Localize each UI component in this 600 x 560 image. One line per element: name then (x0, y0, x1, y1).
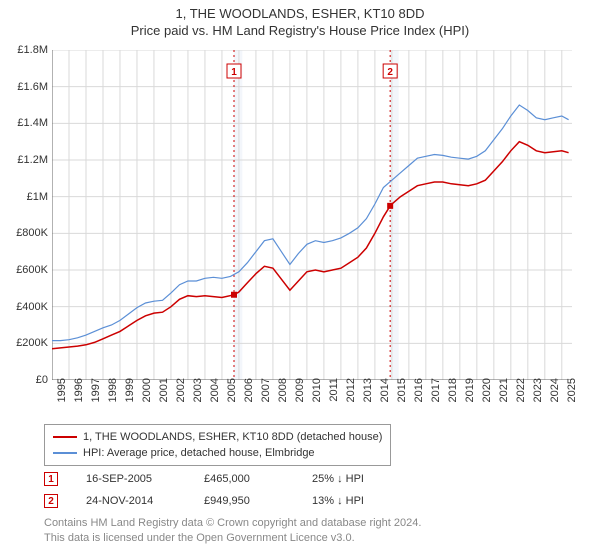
legend-entry: HPI: Average price, detached house, Elmb… (53, 445, 382, 461)
x-tick-label: 2023 (532, 378, 544, 418)
y-tick-label: £1.2M (2, 154, 48, 166)
x-tick-label: 1996 (73, 378, 85, 418)
chart-title-subtitle: Price paid vs. HM Land Registry's House … (0, 21, 600, 38)
legend: 1, THE WOODLANDS, ESHER, KT10 8DD (detac… (44, 424, 391, 466)
y-tick-label: £600K (2, 264, 48, 276)
chart-container: 1, THE WOODLANDS, ESHER, KT10 8DD Price … (0, 0, 600, 560)
x-tick-label: 1997 (90, 378, 102, 418)
x-tick-label: 2001 (158, 378, 170, 418)
y-tick-label: £400K (2, 301, 48, 313)
x-tick-label: 2019 (464, 378, 476, 418)
sale-price: £949,950 (204, 495, 284, 507)
legend-entry: 1, THE WOODLANDS, ESHER, KT10 8DD (detac… (53, 429, 382, 445)
x-tick-label: 2002 (175, 378, 187, 418)
x-tick-label: 2021 (498, 378, 510, 418)
attribution-line: Contains HM Land Registry data © Crown c… (44, 516, 421, 531)
x-tick-label: 2006 (243, 378, 255, 418)
x-tick-label: 2016 (413, 378, 425, 418)
x-tick-label: 2005 (226, 378, 238, 418)
sale-marker-icon: 1 (44, 472, 58, 486)
sale-date: 24-NOV-2014 (86, 495, 176, 507)
x-tick-label: 2012 (345, 378, 357, 418)
y-tick-label: £800K (2, 227, 48, 239)
sale-delta: 25% ↓ HPI (312, 473, 402, 485)
y-tick-label: £200K (2, 337, 48, 349)
x-tick-label: 2015 (396, 378, 408, 418)
x-tick-label: 2009 (294, 378, 306, 418)
x-tick-label: 2011 (328, 378, 340, 418)
legend-swatch (53, 452, 77, 454)
x-tick-label: 2013 (362, 378, 374, 418)
sale-delta: 13% ↓ HPI (312, 495, 402, 507)
attribution: Contains HM Land Registry data © Crown c… (44, 516, 421, 546)
y-tick-label: £1.6M (2, 81, 48, 93)
x-tick-label: 1995 (56, 378, 68, 418)
legend-swatch (53, 436, 77, 438)
x-tick-label: 2003 (192, 378, 204, 418)
x-tick-label: 2007 (260, 378, 272, 418)
y-tick-label: £1.4M (2, 117, 48, 129)
x-tick-label: 2025 (566, 378, 578, 418)
y-tick-label: £1M (2, 191, 48, 203)
x-tick-label: 2004 (209, 378, 221, 418)
sale-date: 16-SEP-2005 (86, 473, 176, 485)
sale-marker-icon: 2 (44, 494, 58, 508)
x-tick-label: 2014 (379, 378, 391, 418)
chart-svg: 12 (52, 50, 572, 380)
sale-row: 1 16-SEP-2005 £465,000 25% ↓ HPI (44, 468, 402, 490)
x-tick-label: 2018 (447, 378, 459, 418)
y-tick-label: £1.8M (2, 44, 48, 56)
legend-label: HPI: Average price, detached house, Elmb… (83, 447, 315, 459)
svg-text:1: 1 (231, 67, 237, 78)
x-tick-label: 2008 (277, 378, 289, 418)
svg-text:2: 2 (387, 67, 393, 78)
sale-price: £465,000 (204, 473, 284, 485)
x-tick-label: 1998 (107, 378, 119, 418)
sale-row: 2 24-NOV-2014 £949,950 13% ↓ HPI (44, 490, 402, 512)
plot-area: 12 (52, 50, 572, 380)
x-tick-label: 2024 (549, 378, 561, 418)
x-tick-label: 2010 (311, 378, 323, 418)
chart-title-address: 1, THE WOODLANDS, ESHER, KT10 8DD (0, 0, 600, 21)
sales-table: 1 16-SEP-2005 £465,000 25% ↓ HPI 2 24-NO… (44, 468, 402, 512)
attribution-line: This data is licensed under the Open Gov… (44, 531, 421, 546)
legend-label: 1, THE WOODLANDS, ESHER, KT10 8DD (detac… (83, 431, 382, 443)
x-tick-label: 2000 (141, 378, 153, 418)
x-tick-label: 2022 (515, 378, 527, 418)
x-tick-label: 2017 (430, 378, 442, 418)
x-tick-label: 2020 (481, 378, 493, 418)
y-tick-label: £0 (2, 374, 48, 386)
x-tick-label: 1999 (124, 378, 136, 418)
